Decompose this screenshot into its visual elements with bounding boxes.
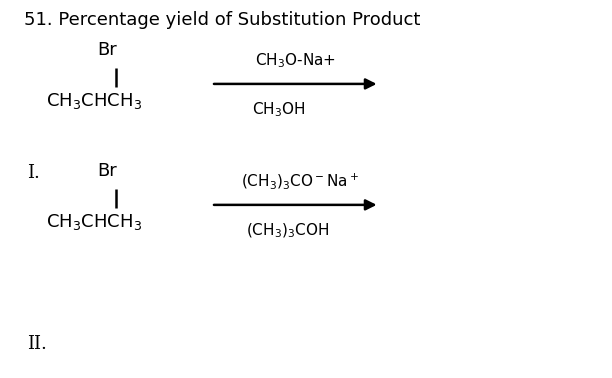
- Text: CH$_3$CHCH$_3$: CH$_3$CHCH$_3$: [46, 91, 142, 111]
- Text: I.: I.: [28, 164, 40, 183]
- Text: (CH$_3$)$_3$COH: (CH$_3$)$_3$COH: [246, 221, 329, 240]
- Text: (CH$_3$)$_3$CO$^-$Na$^+$: (CH$_3$)$_3$CO$^-$Na$^+$: [241, 171, 359, 191]
- Text: CH$_3$O-Na+: CH$_3$O-Na+: [255, 51, 336, 70]
- Text: II.: II.: [28, 335, 47, 353]
- Text: CH$_3$OH: CH$_3$OH: [252, 100, 305, 119]
- Text: Br: Br: [97, 40, 117, 59]
- Text: CH$_3$CHCH$_3$: CH$_3$CHCH$_3$: [46, 212, 142, 232]
- Text: Br: Br: [97, 161, 117, 180]
- Text: 51. Percentage yield of Substitution Product: 51. Percentage yield of Substitution Pro…: [24, 11, 421, 29]
